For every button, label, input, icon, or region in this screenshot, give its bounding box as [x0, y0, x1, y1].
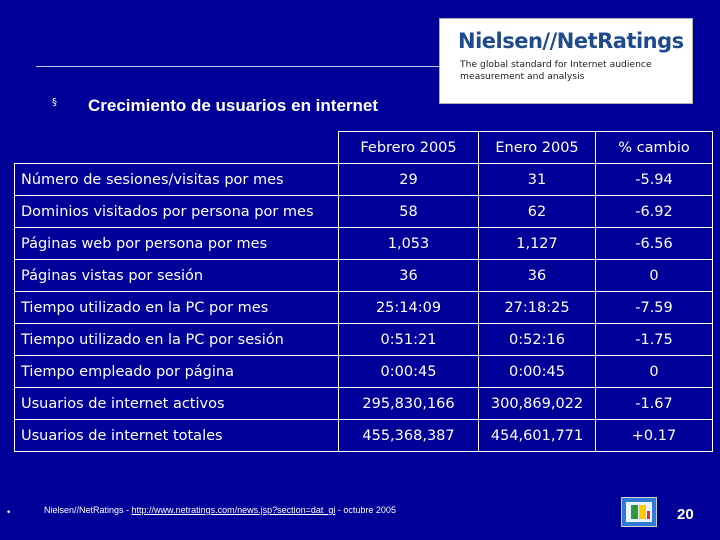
cell-feb: 455,368,387 [338, 419, 479, 452]
cell-feb: 295,830,166 [338, 387, 479, 420]
row-label: Tiempo empleado por página [14, 355, 339, 388]
logo-tagline-line1: The global standard for Internet audienc… [460, 59, 652, 70]
nielsen-netratings-logo: Nielsen//NetRatings The global standard … [439, 18, 693, 104]
source-prefix: Nielsen//NetRatings - [44, 505, 132, 515]
cell-feb: 36 [338, 259, 479, 292]
row-label: Tiempo utilizado en la PC por mes [14, 291, 339, 324]
logo-tagline: The global standard for Internet audienc… [460, 59, 685, 83]
cell-cambio: -1.75 [595, 323, 713, 356]
cell-ene: 1,127 [478, 227, 596, 260]
nav-icon-inner [626, 502, 652, 522]
table-row: Usuarios de internet totales 455,368,387… [14, 419, 713, 452]
cell-cambio: -6.92 [595, 195, 713, 228]
cell-cambio: -6.56 [595, 227, 713, 260]
table-row: Páginas vistas por sesión 36 36 0 [14, 259, 713, 292]
cell-cambio: 0 [595, 355, 713, 388]
table-row: Tiempo empleado por página 0:00:45 0:00:… [14, 355, 713, 388]
cell-cambio: +0.17 [595, 419, 713, 452]
table-corner [14, 131, 339, 164]
row-label: Páginas web por persona por mes [14, 227, 339, 260]
cell-ene: 62 [478, 195, 596, 228]
table-row: Tiempo utilizado en la PC por mes 25:14:… [14, 291, 713, 324]
table-header-row: Febrero 2005 Enero 2005 % cambio [14, 131, 713, 164]
stats-table: Febrero 2005 Enero 2005 % cambio Número … [14, 131, 713, 452]
table-row: Usuarios de internet activos 295,830,166… [14, 387, 713, 420]
row-label: Número de sesiones/visitas por mes [14, 163, 339, 196]
cell-feb: 58 [338, 195, 479, 228]
row-label: Dominios visitados por persona por mes [14, 195, 339, 228]
presentation-nav-icon[interactable] [621, 497, 657, 527]
cell-feb: 1,053 [338, 227, 479, 260]
table-row: Dominios visitados por persona por mes 5… [14, 195, 713, 228]
cell-cambio: -1.67 [595, 387, 713, 420]
cell-ene: 454,601,771 [478, 419, 596, 452]
row-label: Usuarios de internet activos [14, 387, 339, 420]
column-header-feb: Febrero 2005 [338, 131, 479, 164]
column-header-cambio: % cambio [595, 131, 713, 164]
cell-ene: 31 [478, 163, 596, 196]
nav-icon-yellow [639, 505, 646, 519]
table-row: Número de sesiones/visitas por mes 29 31… [14, 163, 713, 196]
nav-icon-red [647, 511, 650, 519]
slide-title: Crecimiento de usuarios en internet [88, 96, 379, 115]
table-row: Tiempo utilizado en la PC por sesión 0:5… [14, 323, 713, 356]
cell-feb: 0:00:45 [338, 355, 479, 388]
source-footer: Nielsen//NetRatings - http://www.netrati… [44, 505, 396, 515]
source-link[interactable]: http://www.netratings.com/news.jsp?secti… [131, 505, 336, 515]
cell-ene: 0:00:45 [478, 355, 596, 388]
row-label: Páginas vistas por sesión [14, 259, 339, 292]
footer-bullet-icon: • [6, 508, 12, 518]
cell-cambio: 0 [595, 259, 713, 292]
logo-name: Nielsen//NetRatings [458, 29, 684, 53]
cell-feb: 0:51:21 [338, 323, 479, 356]
logo-tagline-line2: measurement and analysis [460, 71, 585, 82]
cell-ene: 300,869,022 [478, 387, 596, 420]
cell-ene: 36 [478, 259, 596, 292]
page-number: 20 [677, 506, 694, 523]
row-label: Usuarios de internet totales [14, 419, 339, 452]
nav-icon-green [631, 505, 638, 519]
cell-feb: 29 [338, 163, 479, 196]
cell-cambio: -5.94 [595, 163, 713, 196]
cell-ene: 0:52:16 [478, 323, 596, 356]
source-suffix: - octubre 2005 [335, 505, 396, 515]
header-divider [36, 66, 440, 67]
cell-cambio: -7.59 [595, 291, 713, 324]
column-header-ene: Enero 2005 [478, 131, 596, 164]
heading-bullet-icon: § [52, 97, 57, 108]
cell-ene: 27:18:25 [478, 291, 596, 324]
row-label: Tiempo utilizado en la PC por sesión [14, 323, 339, 356]
cell-feb: 25:14:09 [338, 291, 479, 324]
table-row: Páginas web por persona por mes 1,053 1,… [14, 227, 713, 260]
